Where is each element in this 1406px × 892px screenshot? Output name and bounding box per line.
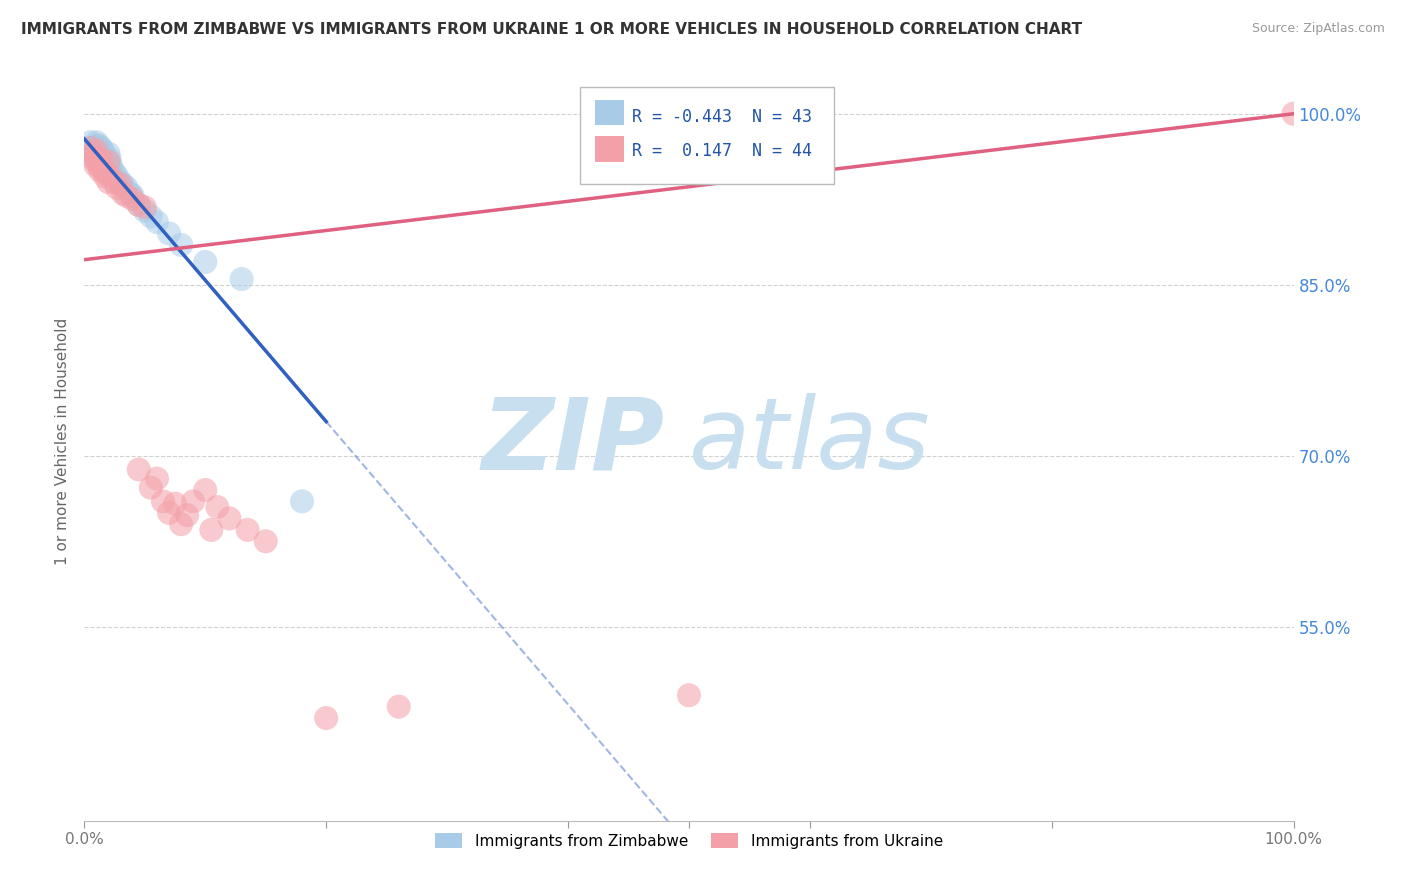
Point (86, 138, 108, 153)
Point (146, 215, 169, 229)
Point (91, 158, 114, 172)
Point (388, 699, 411, 714)
Point (128, 198, 150, 212)
Point (97, 154, 120, 169)
Point (86, 153, 108, 167)
Point (194, 483, 217, 497)
Point (157, 506, 180, 520)
Point (97, 154, 120, 169)
Point (112, 178, 135, 192)
Point (96, 158, 118, 172)
Point (87, 138, 110, 153)
Point (87, 158, 110, 172)
Point (254, 534, 277, 549)
Point (89, 143, 111, 157)
Point (87, 146, 110, 161)
Point (97, 146, 120, 161)
Point (98, 153, 121, 167)
Point (86, 135, 108, 149)
Point (105, 181, 128, 195)
Point (236, 523, 259, 537)
Point (91, 143, 114, 157)
FancyBboxPatch shape (595, 100, 624, 126)
Point (94, 153, 117, 167)
Point (89, 153, 111, 167)
Point (134, 200, 156, 214)
Point (90, 153, 112, 167)
Text: R = -0.443  N = 43: R = -0.443 N = 43 (633, 108, 813, 126)
Point (218, 511, 240, 525)
Point (115, 181, 138, 195)
Text: Source: ZipAtlas.com: Source: ZipAtlas.com (1251, 22, 1385, 36)
Point (104, 166, 127, 180)
Point (120, 186, 142, 201)
FancyBboxPatch shape (595, 136, 624, 161)
Point (170, 517, 193, 532)
Point (97, 175, 120, 189)
Point (200, 523, 222, 537)
Point (90, 141, 112, 155)
Point (89, 163, 111, 178)
Point (139, 210, 162, 224)
Point (86, 141, 108, 155)
Point (91, 154, 114, 169)
Point (134, 203, 156, 218)
Point (86, 153, 108, 167)
Text: IMMIGRANTS FROM ZIMBABWE VS IMMIGRANTS FROM UKRAINE 1 OR MORE VEHICLES IN HOUSEH: IMMIGRANTS FROM ZIMBABWE VS IMMIGRANTS F… (21, 22, 1083, 37)
Point (82, 141, 104, 155)
Text: ZIP: ZIP (482, 393, 665, 490)
Point (93, 163, 115, 178)
Point (139, 481, 162, 495)
Point (105, 169, 128, 184)
Point (94, 166, 117, 180)
Point (83, 143, 105, 157)
Point (165, 497, 187, 511)
Point (90, 150, 112, 164)
Point (146, 472, 169, 486)
Point (678, 688, 700, 702)
Point (93, 146, 115, 161)
Point (194, 255, 217, 269)
Point (115, 189, 138, 203)
Point (79, 141, 101, 155)
Point (100, 169, 122, 184)
Point (84, 158, 107, 172)
Point (291, 494, 314, 508)
Point (110, 178, 132, 192)
Point (83, 153, 105, 167)
Point (315, 711, 337, 725)
Point (86, 143, 108, 157)
Point (231, 272, 253, 286)
Point (84, 146, 107, 161)
Point (86, 154, 108, 169)
Point (94, 169, 117, 184)
FancyBboxPatch shape (581, 87, 834, 184)
Point (101, 163, 124, 178)
Text: R =  0.147  N = 44: R = 0.147 N = 44 (633, 142, 813, 160)
Point (1282, 107, 1305, 121)
Point (82, 146, 104, 161)
Point (104, 175, 127, 189)
Point (128, 198, 150, 212)
Point (94, 154, 117, 169)
Point (110, 175, 132, 189)
Point (152, 494, 174, 508)
Point (207, 500, 229, 514)
Point (128, 462, 150, 476)
Point (170, 238, 193, 252)
Point (79, 135, 101, 149)
Point (93, 154, 115, 169)
Point (100, 158, 122, 172)
Text: atlas: atlas (689, 393, 931, 490)
Point (112, 186, 135, 201)
Point (176, 508, 198, 522)
Legend: Immigrants from Zimbabwe, Immigrants from Ukraine: Immigrants from Zimbabwe, Immigrants fro… (429, 827, 949, 855)
Point (157, 227, 180, 241)
Point (121, 192, 143, 206)
Y-axis label: 1 or more Vehicles in Household: 1 or more Vehicles in Household (55, 318, 70, 566)
Point (181, 494, 204, 508)
Point (86, 143, 108, 157)
Point (121, 189, 143, 203)
